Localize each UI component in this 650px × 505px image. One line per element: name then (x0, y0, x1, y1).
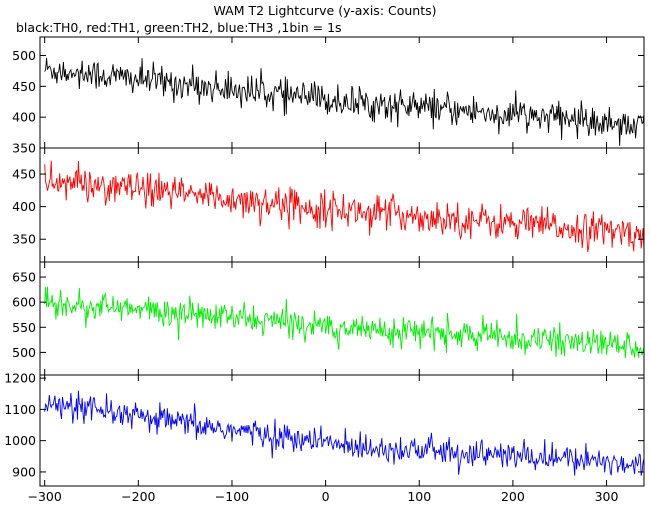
panels-group: 350 400 450 500 350 400 450 500 550 600 650 900 1000… (4, 36, 645, 487)
y-tick-label: 350 (12, 232, 36, 247)
y-tick-label: 500 (12, 345, 36, 360)
y-tick-label: 400 (12, 199, 36, 214)
y-tick-label: 400 (12, 110, 36, 125)
panel-frame (39, 374, 645, 487)
panel-th0: 350 400 450 500 (12, 36, 645, 156)
panel-frame (39, 261, 645, 376)
x-tick-label: −300 (28, 489, 62, 504)
x-tick-label: 300 (595, 489, 619, 504)
panel-th3: 900 1000 1100 1200 (4, 371, 645, 487)
y-tick-label: 500 (12, 48, 36, 63)
chart-title: WAM T2 Lightcurve (y-axis: Counts) (213, 3, 436, 18)
y-tick-label: 350 (12, 141, 36, 156)
y-tick-label: 550 (12, 320, 36, 335)
series-line-th2 (44, 286, 645, 359)
y-tick-label: 650 (12, 270, 36, 285)
chart-subtitle: black:TH0, red:TH1, green:TH2, blue:TH3 … (16, 20, 342, 35)
panel-th2: 500 550 600 650 (12, 261, 645, 376)
x-tick-label: 200 (501, 489, 525, 504)
series-line-th3 (44, 390, 645, 476)
x-tick-label: 0 (322, 489, 330, 504)
panel-th1: 350 400 450 (12, 147, 645, 263)
y-tick-label: 450 (12, 167, 36, 182)
series-line-th0 (44, 57, 645, 146)
x-tick-label: 100 (407, 489, 431, 504)
panel-frame (39, 36, 645, 149)
y-tick-label: 1200 (4, 371, 36, 386)
y-tick-label: 450 (12, 79, 36, 94)
x-tick-label: −200 (121, 489, 155, 504)
panel-frame (39, 147, 645, 263)
x-tick-label: −100 (215, 489, 249, 504)
y-tick-label: 1100 (4, 402, 36, 417)
y-tick-label: 1000 (4, 433, 36, 448)
series-line-th1 (44, 160, 645, 253)
y-tick-label: 600 (12, 295, 36, 310)
x-axis: −300 −200 −100 0 100 200 300 (28, 489, 619, 504)
y-tick-label: 900 (12, 464, 36, 479)
